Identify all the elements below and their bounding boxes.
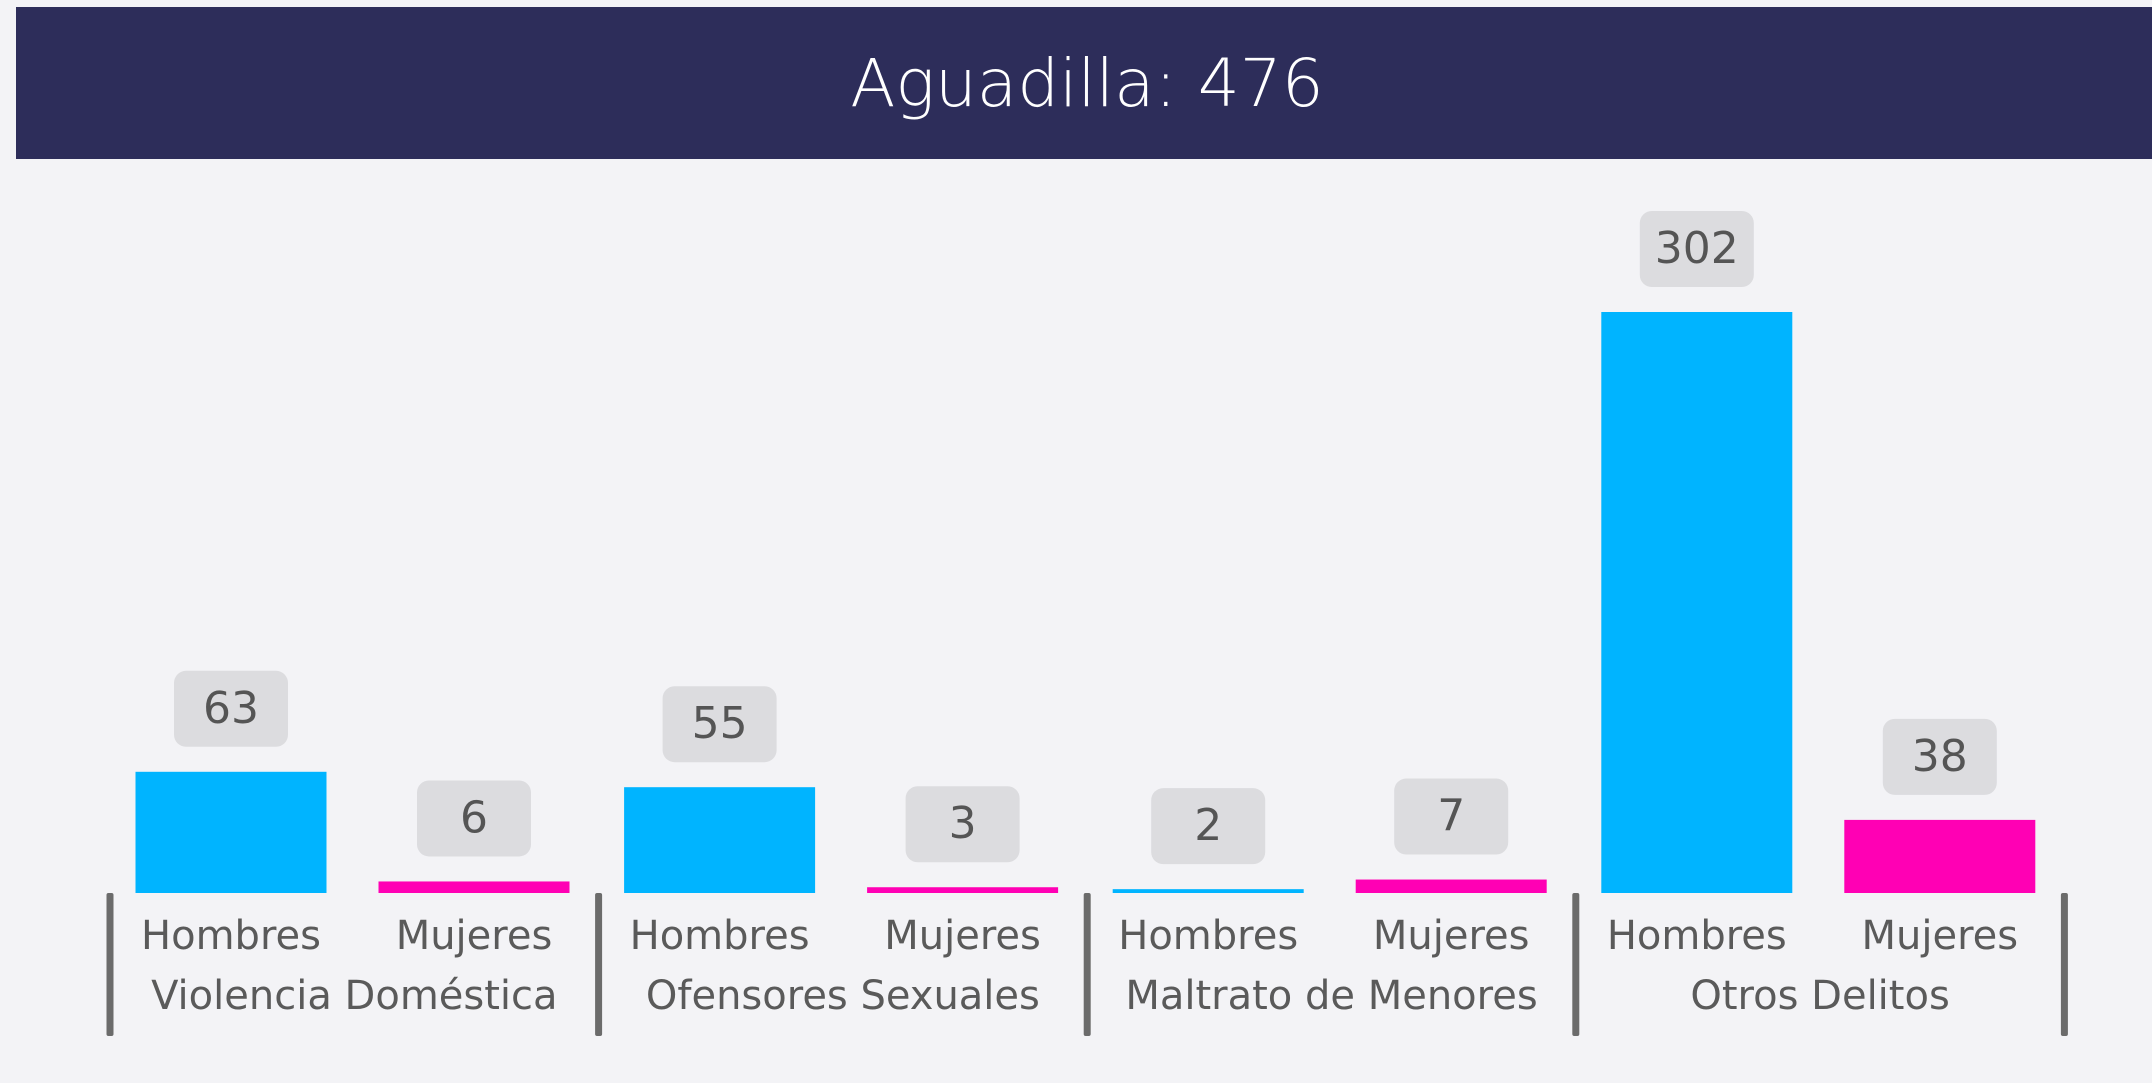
value-label-box: [1394, 778, 1509, 855]
group-label: Otros Delitos: [1690, 973, 1949, 1019]
group-label: Maltrato de Menores: [1125, 973, 1537, 1019]
value-label-box: [905, 786, 1020, 863]
value-label: 38: [1912, 731, 1968, 782]
value-label-box: [1639, 211, 1754, 287]
value-label-box: [1882, 718, 1997, 795]
bar: [1355, 879, 1547, 893]
series-label: Mujeres: [1861, 913, 2018, 959]
bar: [1844, 819, 2036, 893]
value-label: 6: [460, 792, 488, 843]
bar: [1601, 312, 1793, 893]
series-label: Mujeres: [396, 913, 553, 959]
value-label-box: [174, 670, 288, 747]
chart-title: Aguadilla: 476: [850, 45, 1324, 122]
series-label: Mujeres: [1373, 913, 1530, 959]
value-label: 55: [692, 698, 748, 749]
series-label: Hombres: [1118, 913, 1298, 959]
group-separator: [1572, 893, 1580, 1036]
bar: [135, 771, 327, 893]
series-label: Hombres: [141, 913, 321, 959]
series-label: Mujeres: [884, 913, 1041, 959]
bar: [867, 887, 1059, 893]
bar: [1112, 889, 1304, 893]
value-label: 7: [1437, 791, 1465, 842]
group-label: Ofensores Sexuales: [646, 973, 1040, 1019]
group-separator: [2060, 893, 2068, 1036]
value-label: 302: [1655, 223, 1739, 274]
group-label: Violencia Doméstica: [151, 973, 557, 1019]
series-label: Hombres: [1607, 913, 1787, 959]
group-separator: [1083, 893, 1091, 1036]
header: [16, 7, 2152, 159]
value-label: 63: [203, 683, 259, 734]
bar: [378, 881, 570, 893]
group-separator: [595, 893, 603, 1036]
value-label-box: [662, 686, 777, 763]
group-separator: [106, 893, 114, 1036]
value-label-box: [1151, 788, 1266, 865]
value-label: 3: [949, 798, 977, 849]
series-label: Hombres: [630, 913, 810, 959]
value-label-box: [417, 780, 531, 857]
value-label: 2: [1194, 800, 1222, 851]
bar: [624, 787, 816, 893]
